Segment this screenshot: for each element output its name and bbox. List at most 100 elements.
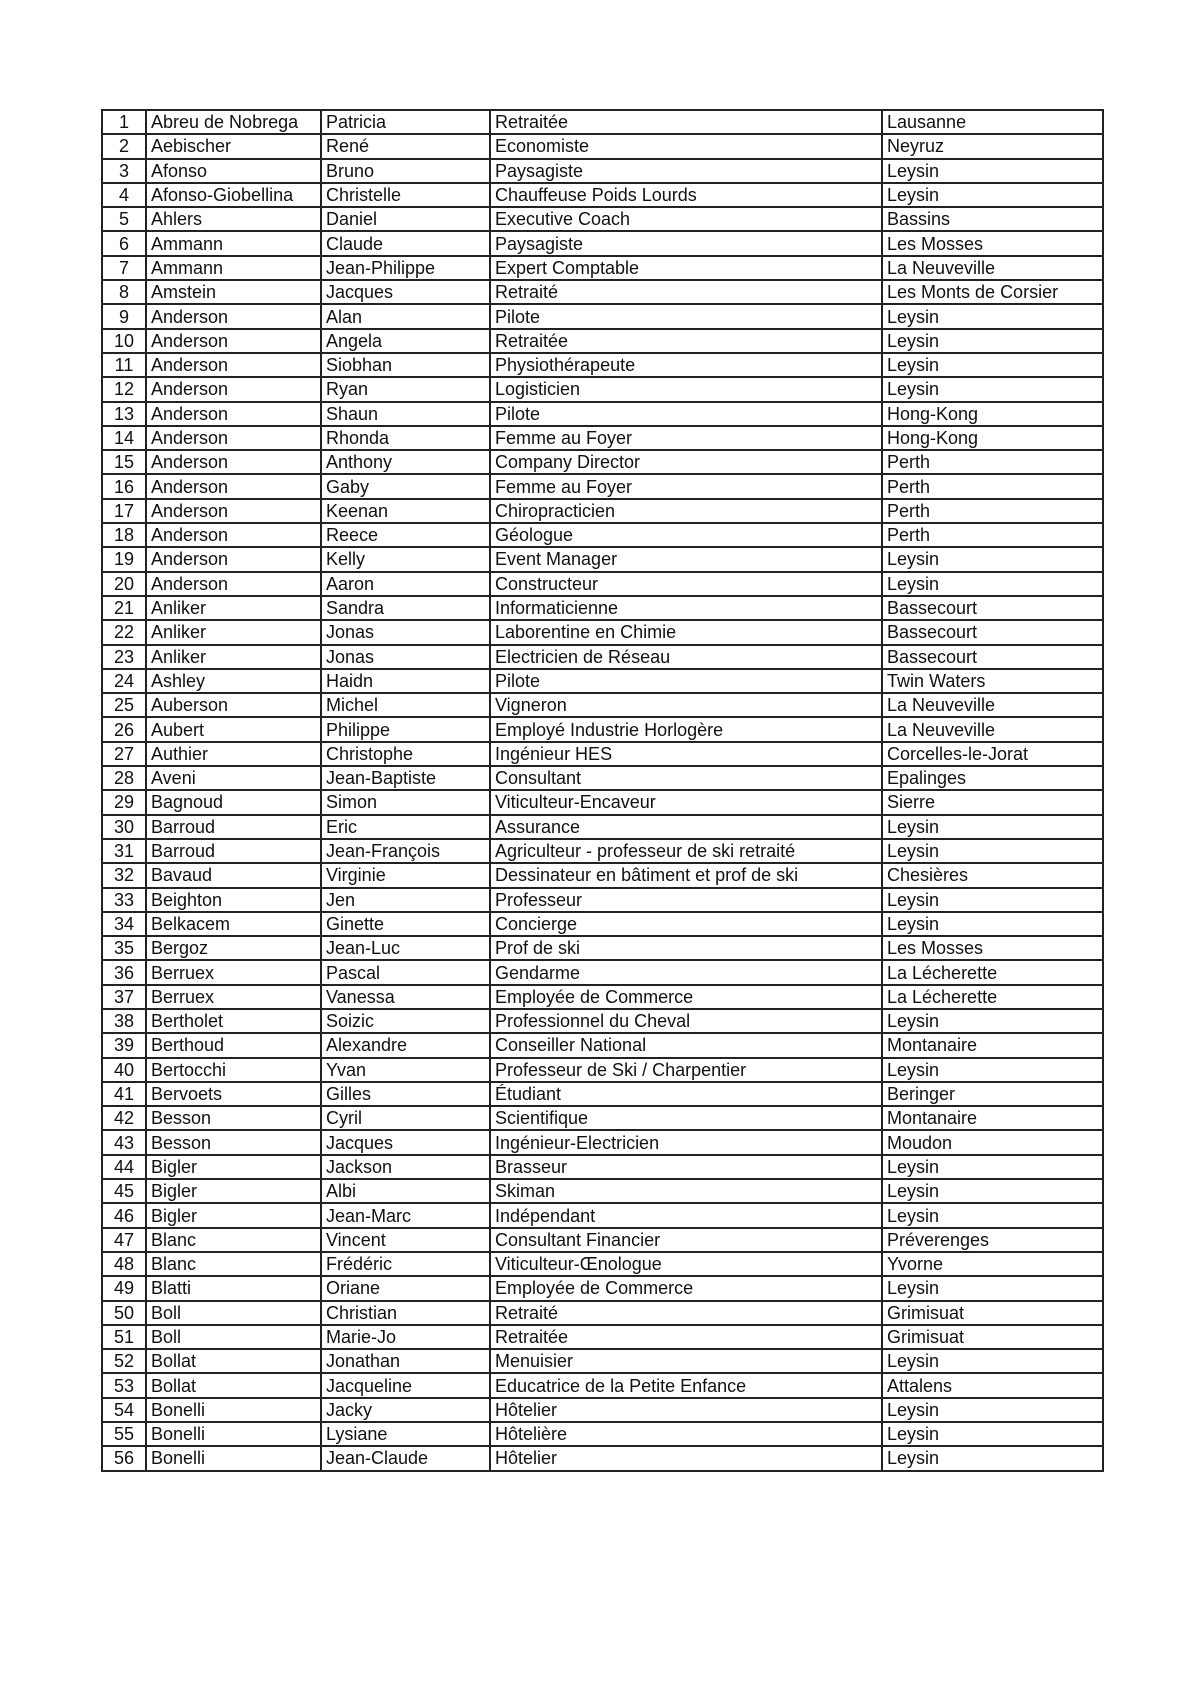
first-name-cell: Ryan — [320, 376, 491, 403]
city-cell: Corcelles-le-Jorat — [881, 740, 1104, 768]
last-name-cell: Bollat — [145, 1348, 322, 1375]
table-row: 54 Bonelli Jacky Hôtelier Leysin — [101, 1396, 1104, 1424]
profession-cell: Hôtelière — [489, 1421, 883, 1448]
profession-cell: Conseiller National — [489, 1032, 883, 1059]
first-name-cell: Sandra — [320, 594, 491, 622]
first-name-cell: Gaby — [320, 473, 491, 500]
first-name-cell: Keenan — [320, 497, 491, 525]
city-cell: La Lécherette — [881, 983, 1104, 1010]
row-number-cell: 18 — [101, 522, 147, 549]
city-cell: Hong-Kong — [881, 400, 1104, 427]
profession-cell: Menuisier — [489, 1348, 883, 1375]
profession-cell: Retraitée — [489, 108, 883, 136]
last-name-cell: Anliker — [145, 643, 322, 670]
profession-cell: Gendarme — [489, 959, 883, 986]
city-cell: Beringer — [881, 1080, 1104, 1108]
table-row: 32 Bavaud Virginie Dessinateur en bâtiment … — [101, 862, 1104, 889]
table-row: 27 Authier Christophe Ingénieur HES Corcelle… — [101, 740, 1104, 768]
first-name-cell: Jean-François — [320, 837, 491, 865]
city-cell: Leysin — [881, 546, 1104, 573]
profession-cell: Physiothérapeute — [489, 351, 883, 379]
table-row: 44 Bigler Jackson Brasseur Leysin — [101, 1153, 1104, 1181]
city-cell: Lausanne — [881, 108, 1104, 136]
city-cell: Moudon — [881, 1129, 1104, 1156]
city-cell: Leysin — [881, 1348, 1104, 1375]
profession-cell: Employée de Commerce — [489, 983, 883, 1010]
row-number-cell: 28 — [101, 765, 147, 792]
row-number-cell: 29 — [101, 789, 147, 816]
first-name-cell: Michel — [320, 692, 491, 719]
table-row: 31 Barroud Jean-François Agriculteur - prof… — [101, 837, 1104, 865]
profession-cell: Economiste — [489, 133, 883, 160]
row-number-cell: 51 — [101, 1323, 147, 1351]
first-name-cell: Cyril — [320, 1105, 491, 1132]
first-name-cell: Christian — [320, 1299, 491, 1326]
city-cell: Epalinges — [881, 765, 1104, 792]
table-row: 3 Afonso Bruno Paysagiste Leysin — [101, 157, 1104, 184]
city-cell: Perth — [881, 522, 1104, 549]
city-cell: Leysin — [881, 1178, 1104, 1205]
row-number-cell: 45 — [101, 1178, 147, 1205]
profession-cell: Executive Coach — [489, 206, 883, 233]
row-number-cell: 13 — [101, 400, 147, 427]
city-cell: Montanaire — [881, 1032, 1104, 1059]
profession-cell: Retraité — [489, 1299, 883, 1326]
row-number-cell: 56 — [101, 1445, 147, 1472]
city-cell: Les Mosses — [881, 230, 1104, 257]
first-name-cell: Vanessa — [320, 983, 491, 1010]
last-name-cell: Aebischer — [145, 133, 322, 160]
city-cell: La Neuveville — [881, 692, 1104, 719]
first-name-cell: Kelly — [320, 546, 491, 573]
last-name-cell: Anderson — [145, 351, 322, 379]
table-row: 20 Anderson Aaron Constructeur Leysin — [101, 570, 1104, 597]
first-name-cell: Jean-Marc — [320, 1202, 491, 1229]
first-name-cell: Frédéric — [320, 1250, 491, 1278]
first-name-cell: Jackson — [320, 1153, 491, 1181]
table-row: 29 Bagnoud Simon Viticulteur-Encaveur Sierre — [101, 789, 1104, 816]
first-name-cell: Shaun — [320, 400, 491, 427]
profession-cell: Retraitée — [489, 1323, 883, 1351]
city-cell: Les Mosses — [881, 935, 1104, 962]
row-number-cell: 12 — [101, 376, 147, 403]
row-number-cell: 22 — [101, 619, 147, 646]
people-table-body: 1 Abreu de Nobrega Patricia Retraitée Lausan… — [101, 108, 1104, 1472]
row-number-cell: 3 — [101, 157, 147, 184]
first-name-cell: Daniel — [320, 206, 491, 233]
table-row: 40 Bertocchi Yvan Professeur de Ski / Charp… — [101, 1056, 1104, 1083]
first-name-cell: Christophe — [320, 740, 491, 768]
row-number-cell: 40 — [101, 1056, 147, 1083]
table-row: 35 Bergoz Jean-Luc Prof de ski Les Mosses — [101, 935, 1104, 962]
profession-cell: Brasseur — [489, 1153, 883, 1181]
row-number-cell: 10 — [101, 327, 147, 354]
row-number-cell: 8 — [101, 279, 147, 306]
city-cell: Yvorne — [881, 1250, 1104, 1278]
first-name-cell: Jean-Philippe — [320, 254, 491, 282]
last-name-cell: Ashley — [145, 667, 322, 695]
first-name-cell: Philippe — [320, 716, 491, 743]
city-cell: Leysin — [881, 813, 1104, 840]
table-row: 37 Berruex Vanessa Employée de Commerce La L… — [101, 983, 1104, 1010]
last-name-cell: Anliker — [145, 594, 322, 622]
row-number-cell: 9 — [101, 303, 147, 330]
last-name-cell: Bertholet — [145, 1007, 322, 1035]
first-name-cell: Jacques — [320, 1129, 491, 1156]
city-cell: La Neuveville — [881, 254, 1104, 282]
row-number-cell: 54 — [101, 1396, 147, 1424]
first-name-cell: Yvan — [320, 1056, 491, 1083]
row-number-cell: 7 — [101, 254, 147, 282]
last-name-cell: Anliker — [145, 619, 322, 646]
table-row: 16 Anderson Gaby Femme au Foyer Perth — [101, 473, 1104, 500]
row-number-cell: 34 — [101, 910, 147, 938]
profession-cell: Professionnel du Cheval — [489, 1007, 883, 1035]
row-number-cell: 21 — [101, 594, 147, 622]
table-row: 34 Belkacem Ginette Concierge Leysin — [101, 910, 1104, 938]
table-row: 12 Anderson Ryan Logisticien Leysin — [101, 376, 1104, 403]
city-cell: Chesières — [881, 862, 1104, 889]
profession-cell: Ingénieur HES — [489, 740, 883, 768]
profession-cell: Educatrice de la Petite Enfance — [489, 1372, 883, 1399]
table-row: 22 Anliker Jonas Laborentine en Chimie Basse… — [101, 619, 1104, 646]
profession-cell: Dessinateur en bâtiment et prof de ski — [489, 862, 883, 889]
profession-cell: Professeur de Ski / Charpentier — [489, 1056, 883, 1083]
profession-cell: Étudiant — [489, 1080, 883, 1108]
first-name-cell: Anthony — [320, 449, 491, 476]
